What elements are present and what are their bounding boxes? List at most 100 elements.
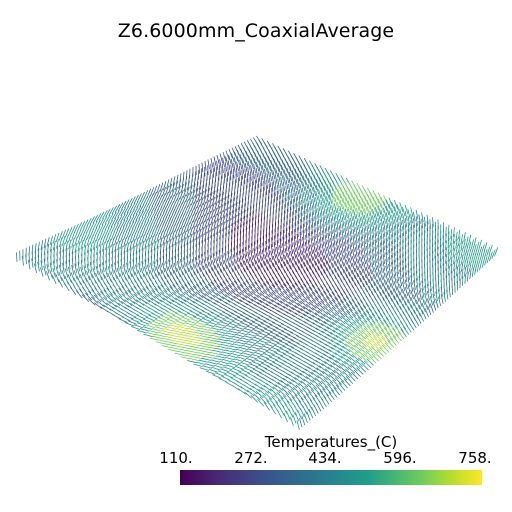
field-glyph [288,301,297,309]
field-glyph [314,297,322,305]
field-glyph [239,159,243,170]
field-glyph [391,254,394,265]
field-glyph [253,351,264,356]
field-glyph [279,188,282,199]
field-glyph [308,309,318,316]
field-glyph [86,263,90,274]
field-glyph [242,359,253,364]
field-glyph [374,219,378,230]
field-glyph [305,234,308,245]
field-glyph [246,201,249,212]
colorbar-tick: 596. [383,449,417,467]
field-glyph [226,371,236,377]
field-glyph [313,387,321,395]
field-glyph [402,288,406,299]
field-glyph [261,170,264,181]
field-glyph [340,250,344,260]
field-glyph [171,237,175,248]
field-glyph [238,339,248,343]
field-glyph [255,366,265,372]
field-glyph [283,283,290,292]
field-glyph [261,387,269,394]
field-glyph [267,161,271,171]
field-glyph [156,232,160,243]
field-glyph [77,222,82,232]
field-glyph [71,244,74,255]
field-glyph [262,394,270,403]
field-glyph [354,311,362,320]
field-glyph [205,323,215,328]
field-glyph [318,400,324,410]
field-glyph [197,255,201,266]
field-glyph [376,265,381,275]
field-glyph [138,235,142,246]
field-glyph [348,188,353,198]
field-glyph [285,241,288,252]
field-glyph [242,241,244,252]
field-glyph [478,253,483,264]
field-glyph [335,240,339,251]
field-glyph [88,298,96,306]
field-glyph [256,162,260,172]
field-glyph [135,224,140,234]
field-glyph [372,196,377,206]
field-glyph [366,232,369,243]
field-glyph [251,353,261,358]
field-glyph [318,357,327,364]
field-glyph [434,235,436,245]
field-glyph [388,250,391,260]
field-glyph [360,236,364,247]
field-glyph [272,337,283,342]
field-glyph [488,244,493,255]
field-glyph [204,218,208,229]
field-glyph [225,317,235,322]
field-glyph [202,325,212,329]
field-glyph [189,214,194,224]
field-glyph [337,317,346,325]
field-glyph [377,198,382,209]
field-glyph [175,328,186,332]
field-glyph [257,357,267,362]
field-glyph [282,181,286,191]
field-glyph [52,234,57,244]
field-glyph [338,238,342,249]
field-glyph [382,247,385,258]
field-glyph [404,279,408,290]
field-glyph [338,357,346,365]
field-glyph [367,340,375,349]
field-glyph [463,252,466,263]
field-glyph [265,281,273,289]
field-glyph [382,261,386,271]
field-glyph [357,272,362,283]
field-glyph [306,311,315,318]
field-glyph [427,298,431,308]
field-glyph [135,218,141,228]
field-glyph [244,350,255,354]
field-glyph [241,369,251,374]
field-glyph [321,236,325,247]
field-glyph [246,365,256,370]
field-glyph [210,228,213,239]
field-glyph [309,316,318,323]
field-glyph [311,307,320,314]
field-glyph [144,232,148,243]
field-glyph [329,251,333,261]
field-glyph [231,360,241,365]
field-glyph [453,268,456,279]
field-glyph [307,239,311,250]
field-glyph [276,156,281,166]
field-glyph [260,176,263,187]
field-glyph [93,260,96,271]
field-glyph [222,288,230,296]
field-glyph [260,277,267,286]
field-glyph [84,244,87,255]
field-glyph [319,212,323,223]
field-glyph [377,244,380,255]
field-glyph [269,324,279,329]
field-glyph [180,206,186,217]
field-glyph [310,244,314,255]
field-glyph [228,284,236,293]
field-glyph [130,280,137,290]
field-glyph [382,227,386,237]
